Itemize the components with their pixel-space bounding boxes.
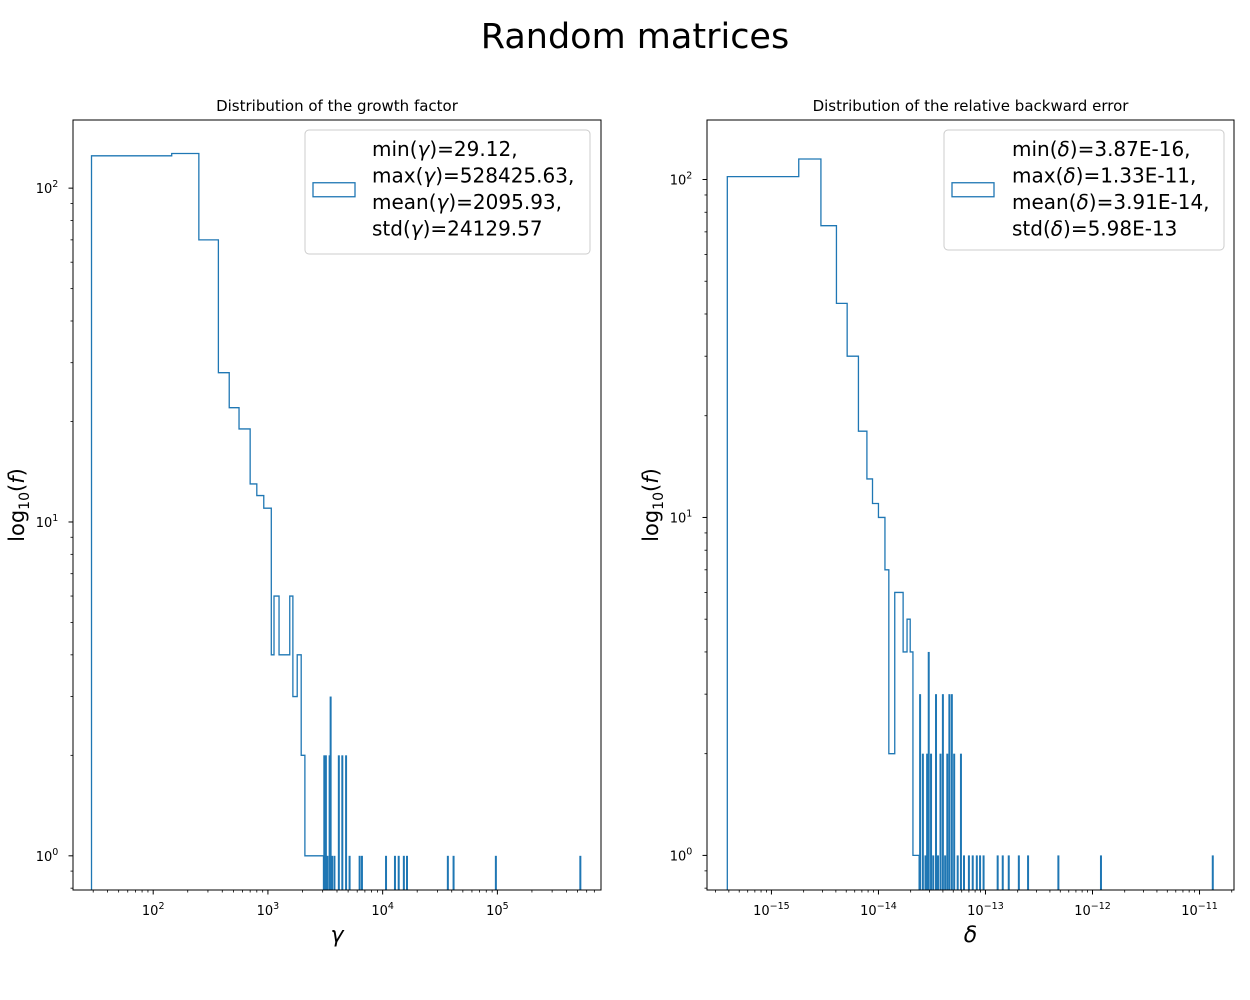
y-axis-label: log10(f) <box>5 468 33 542</box>
histogram-spike <box>1099 855 1102 890</box>
histogram-spike <box>494 855 497 890</box>
y-axis-label: log10(f) <box>639 468 667 542</box>
histogram-step-line <box>726 158 920 890</box>
legend-frame <box>943 129 1225 251</box>
histogram-spike <box>967 855 970 890</box>
legend-line: std(δ)=5.98E-13 <box>1012 217 1177 241</box>
histogram-spike <box>948 694 951 890</box>
histogram-spike <box>956 855 959 890</box>
histogram-spike <box>1057 855 1060 890</box>
histogram-spike <box>932 855 935 890</box>
x-tick-label: 10−14 <box>860 901 897 919</box>
histogram-spike <box>953 753 956 890</box>
histogram-spike <box>329 696 332 890</box>
histogram-spike <box>1017 855 1020 890</box>
y-tick-label: 102 <box>36 179 59 197</box>
chart-panel-2: Distribution of the relative backward er… <box>639 97 1235 948</box>
y-tick-label: 100 <box>670 846 693 864</box>
legend: min(γ)=29.12, max(γ)=528425.63,mean(γ)=20… <box>304 129 591 255</box>
histogram-spike <box>406 855 408 890</box>
histogram-step-line <box>90 152 325 890</box>
x-tick-label: 10−11 <box>1181 901 1218 919</box>
histogram-spike <box>926 753 929 890</box>
legend-line: mean(δ)=3.91E-14, <box>1012 190 1210 214</box>
chart-panel-1: Distribution of the growth factor 102 103 1… <box>5 97 602 948</box>
x-tick-label: 104 <box>371 901 394 919</box>
x-tick-label: 102 <box>142 901 165 919</box>
x-tick-label: 10−12 <box>1074 901 1111 919</box>
histogram-spike <box>393 855 396 890</box>
histogram-series <box>726 158 1214 890</box>
histogram-spike <box>944 855 947 890</box>
histogram-spike <box>959 753 962 890</box>
histogram-spike <box>921 753 924 890</box>
legend-line: max(δ)=1.33E-11, <box>1012 164 1196 188</box>
x-tick-label: 103 <box>257 901 280 919</box>
histogram-spike <box>979 855 982 890</box>
legend-line: min(δ)=3.87E-16, <box>1012 137 1191 161</box>
histogram-spike <box>385 855 388 890</box>
histogram-spike <box>1027 855 1030 890</box>
histogram-spike <box>333 855 336 890</box>
histogram-spike <box>348 855 351 890</box>
histogram-spike <box>946 753 949 890</box>
chart-title: Distribution of the growth factor <box>216 97 459 115</box>
histogram-spike <box>975 855 978 890</box>
histogram-spike <box>341 755 344 890</box>
histogram-spike <box>1001 855 1004 890</box>
histogram-spike <box>324 755 327 890</box>
histogram-spike <box>579 855 582 890</box>
legend-line: mean(γ)=2095.93, <box>372 190 562 214</box>
histogram-spike <box>950 694 953 890</box>
legend: min(δ)=3.87E-16, max(δ)=1.33E-11,mean(δ)=… <box>943 129 1225 251</box>
y-tick-label: 101 <box>36 513 59 531</box>
figure-suptitle: Random matrices <box>481 17 789 57</box>
chart-title: Distribution of the relative backward er… <box>813 97 1130 115</box>
histogram-spike <box>337 755 340 890</box>
y-tick-label: 100 <box>36 847 59 865</box>
legend-line: std(γ)=24129.57 <box>372 217 543 241</box>
x-tick-label: 10−13 <box>967 901 1004 919</box>
histogram-spike <box>331 855 334 890</box>
histogram-spike <box>971 855 974 890</box>
histogram-spike <box>358 855 361 890</box>
histogram-spike <box>345 755 348 890</box>
histogram-series <box>90 152 582 890</box>
histogram-spike <box>1007 855 1010 890</box>
histogram-spike <box>452 855 455 890</box>
histogram-spike <box>924 855 927 890</box>
axes-frame <box>706 119 1235 891</box>
histogram-spike <box>446 855 449 890</box>
x-tick-label: 105 <box>486 901 509 919</box>
histogram-spike <box>941 694 944 890</box>
histogram-spike <box>397 855 400 890</box>
y-tick-label: 101 <box>670 508 693 526</box>
histogram-spike <box>996 855 999 890</box>
histogram-spike <box>930 753 933 890</box>
histogram-spike <box>360 855 363 890</box>
histogram-spike <box>935 694 938 890</box>
x-axis-label: γ <box>330 923 344 948</box>
y-tick-label: 102 <box>670 171 693 189</box>
legend-frame <box>304 129 591 255</box>
histogram-spike <box>927 651 930 890</box>
legend-swatch <box>951 182 995 198</box>
histogram-spike <box>323 755 326 890</box>
x-tick-label: 10−15 <box>753 901 790 919</box>
histogram-spike <box>1211 855 1214 890</box>
histogram-spike <box>919 694 922 890</box>
histogram-spike <box>982 855 985 890</box>
histogram-spike <box>939 753 942 890</box>
legend-swatch <box>312 182 356 198</box>
legend-line: min(γ)=29.12, <box>372 137 518 161</box>
x-axis-label: δ <box>964 923 977 948</box>
histogram-spike <box>963 855 965 890</box>
histogram-spike <box>402 855 405 890</box>
histogram-spike <box>326 855 329 890</box>
legend-line: max(γ)=528425.63, <box>372 164 574 188</box>
histogram-spike <box>936 855 939 890</box>
